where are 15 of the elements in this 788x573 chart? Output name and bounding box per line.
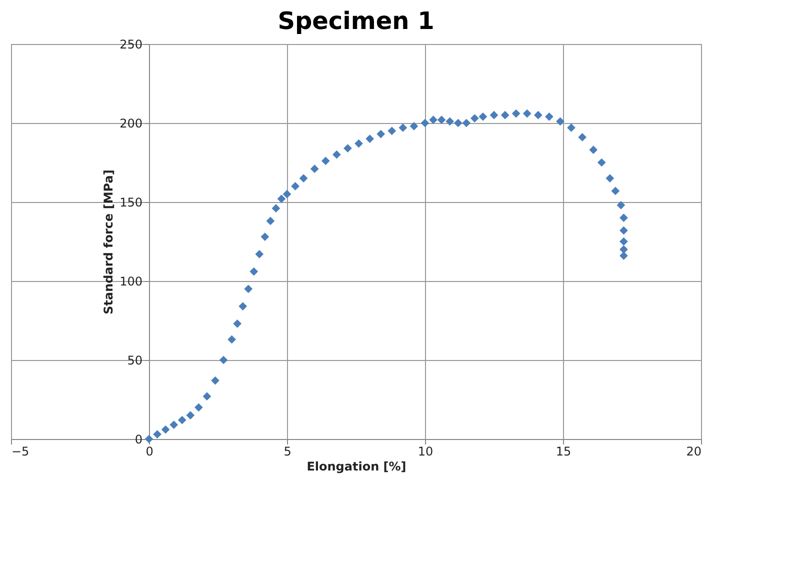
x-tick-label: 5 (284, 444, 292, 458)
y-tick-label: 150 (120, 196, 142, 210)
y-tick-label: 100 (120, 274, 142, 288)
x-tick-label: 20 (686, 444, 702, 458)
x-tick-label: 0 (146, 444, 154, 458)
x-tick-label: 15 (556, 444, 572, 458)
y-tick-label: 200 (120, 116, 142, 130)
y-tick-label: 0 (134, 432, 142, 446)
x-axis-title: Elongation [%] (306, 460, 406, 474)
x-tick-label: −5 (12, 444, 30, 458)
y-tick-label: 250 (120, 38, 142, 52)
y-axis-title: Standard force [MPa] (102, 170, 116, 314)
y-tick-label: 50 (127, 354, 142, 368)
x-tick-label: 10 (418, 444, 434, 458)
chart-title: Specimen 1 (278, 7, 434, 35)
